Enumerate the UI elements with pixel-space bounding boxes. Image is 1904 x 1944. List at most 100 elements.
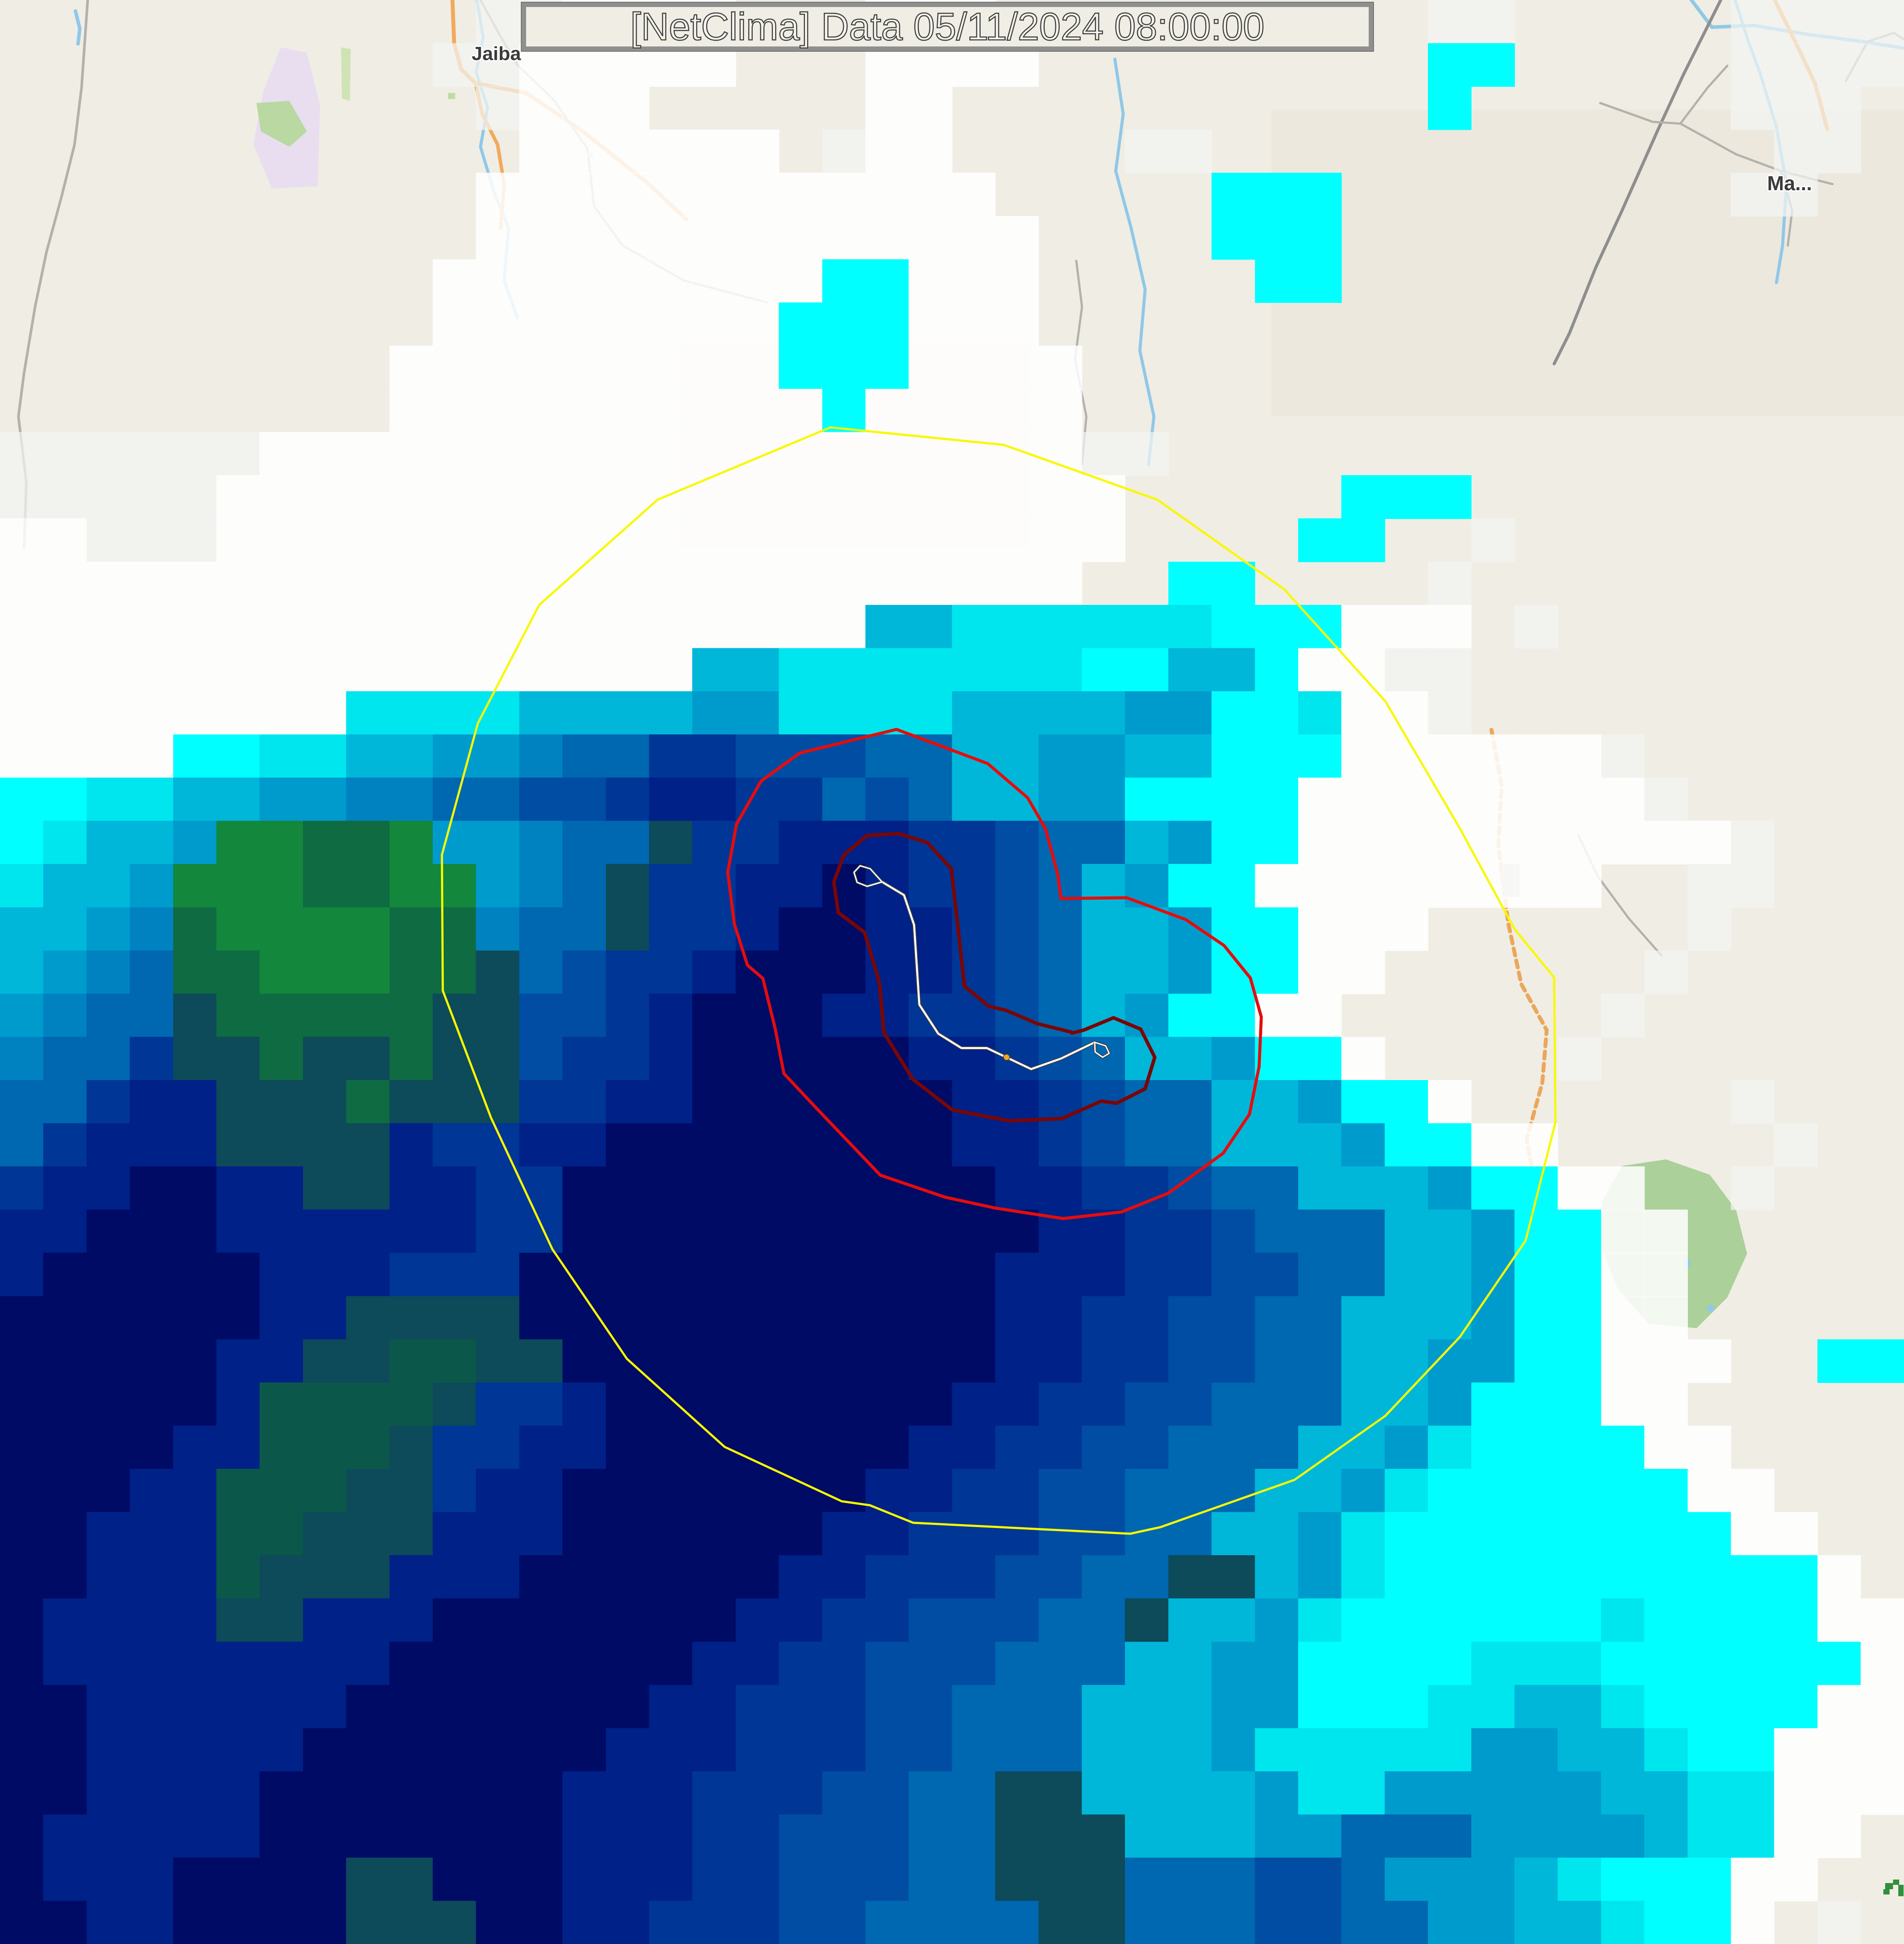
raster-cell [346, 734, 390, 778]
raster-cell [865, 1555, 909, 1599]
raster-cell [779, 302, 823, 346]
raster-cell [433, 648, 477, 692]
raster-cell [605, 562, 650, 605]
raster-cell [735, 1771, 779, 1815]
raster-cell [1341, 734, 1385, 778]
raster-cell [562, 734, 606, 778]
raster-cell [0, 475, 44, 519]
raster-cell [562, 432, 606, 476]
raster-cell [865, 1901, 909, 1944]
raster-cell [1211, 778, 1256, 821]
raster-cell [1601, 1814, 1645, 1859]
raster-cell [1082, 1425, 1126, 1470]
raster-cell [1341, 1166, 1385, 1210]
raster-cell [303, 1685, 347, 1729]
raster-cell [1687, 1685, 1731, 1729]
raster-cell [1298, 1512, 1342, 1556]
raster-cell [1082, 518, 1126, 562]
raster-cell [779, 1382, 823, 1426]
raster-cell [0, 734, 44, 778]
raster-cell [86, 864, 130, 908]
raster-cell [519, 518, 563, 562]
raster-cell [995, 1253, 1039, 1297]
raster-cell [1298, 734, 1342, 778]
raster-cell [1038, 1296, 1082, 1340]
raster-cell [1341, 950, 1385, 994]
raster-cell [908, 1425, 953, 1470]
raster-cell [1644, 1425, 1688, 1470]
raster-cell [1125, 1728, 1169, 1772]
raster-cell [433, 993, 477, 1038]
raster-cell [216, 562, 260, 605]
raster-cell [216, 1253, 260, 1297]
raster-cell [649, 389, 693, 433]
raster-cell [130, 778, 174, 821]
raster-cell [605, 1382, 650, 1426]
raster-cell [952, 475, 996, 519]
raster-cell [692, 907, 736, 951]
raster-cell [649, 173, 693, 217]
raster-cell [822, 1728, 866, 1772]
raster-cell [1298, 864, 1342, 908]
raster-cell [1514, 1728, 1559, 1772]
raster-cell [1255, 173, 1299, 217]
raster-cell [1211, 1598, 1256, 1642]
raster-cell [519, 1901, 563, 1944]
raster-cell [649, 1555, 693, 1599]
raster-cell [1644, 1771, 1688, 1815]
raster-cell [216, 821, 260, 865]
raster-cell [865, 1771, 909, 1815]
raster-cell [1211, 1555, 1256, 1599]
raster-cell [476, 259, 520, 303]
raster-cell [303, 950, 347, 994]
raster-cell [908, 302, 953, 346]
raster-cell [562, 604, 606, 649]
raster-cell [649, 648, 693, 692]
raster-cell [389, 1598, 433, 1642]
raster-cell [173, 1555, 217, 1599]
raster-cell [649, 1209, 693, 1254]
raster-cell [995, 1728, 1039, 1772]
raster-cell [86, 1037, 130, 1080]
raster-cell [692, 1728, 736, 1772]
raster-cell [735, 216, 779, 260]
raster-cell [86, 518, 130, 562]
raster-cell [865, 475, 909, 519]
raster-cell [86, 648, 130, 692]
raster-cell [1038, 562, 1082, 605]
raster-cell [692, 1037, 736, 1080]
raster-cell [1255, 907, 1299, 951]
raster-cell [779, 1166, 823, 1210]
raster-cell [908, 1814, 953, 1859]
raster-cell [130, 907, 174, 951]
raster-cell [130, 734, 174, 778]
raster-cell [995, 778, 1039, 821]
raster-cell [346, 1253, 390, 1297]
raster-cell [1298, 1209, 1342, 1254]
raster-cell [1125, 1555, 1169, 1599]
raster-cell [1211, 1296, 1256, 1340]
raster-cell [1341, 864, 1385, 908]
raster-cell [1125, 907, 1169, 951]
raster-cell [433, 432, 477, 476]
raster-cell [216, 993, 260, 1038]
raster-cell [995, 1296, 1039, 1340]
raster-cell [692, 389, 736, 433]
raster-cell [735, 691, 779, 735]
raster-cell [605, 778, 650, 821]
raster-cell [216, 1469, 260, 1513]
raster-cell [1168, 1209, 1212, 1254]
raster-cell [1601, 734, 1645, 778]
raster-cell [389, 1685, 433, 1729]
raster-cell [216, 1771, 260, 1815]
raster-cell [303, 1512, 347, 1556]
raster-cell [605, 1642, 650, 1685]
raster-cell [1038, 432, 1082, 476]
raster-cell [1817, 1901, 1861, 1944]
raster-cell [1558, 1814, 1601, 1859]
raster-cell [1211, 604, 1256, 649]
raster-cell [433, 259, 477, 303]
raster-cell [216, 1858, 260, 1901]
raster-cell [649, 432, 693, 476]
